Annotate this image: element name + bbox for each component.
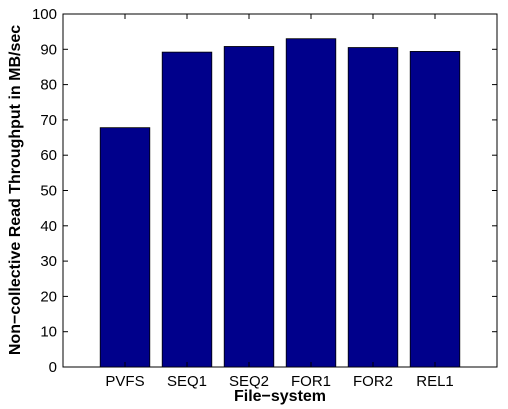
x-axis-title: File−system (234, 388, 326, 405)
y-axis-title: Non−collective Read Throughput in MB/sec (7, 25, 24, 355)
y-tick-label: 30 (40, 253, 57, 270)
y-tick-label: 10 (40, 324, 57, 341)
x-tick-label-for1: FOR1 (291, 373, 331, 390)
bar-seq1 (161, 51, 213, 368)
x-tick-label-for2: FOR2 (353, 373, 393, 390)
y-tick-label: 70 (40, 112, 57, 129)
bar-pvfs (99, 127, 151, 368)
bars-group (99, 38, 461, 368)
y-tick-label: 50 (40, 183, 57, 200)
y-tick-label: 40 (40, 218, 57, 235)
bar-for1 (285, 38, 337, 368)
bar-seq2 (223, 46, 275, 368)
y-tick-label: 100 (32, 6, 57, 23)
y-tick-label: 90 (40, 41, 57, 58)
y-axis: 0 10 20 30 40 50 60 70 80 90 100 (32, 6, 497, 376)
y-tick-label: 80 (40, 77, 57, 94)
x-tick-label-rel1: REL1 (416, 373, 454, 390)
bar-rel1 (409, 51, 461, 368)
x-tick-label-pvfs: PVFS (105, 373, 144, 390)
y-tick-label: 0 (49, 359, 57, 376)
x-tick-label-seq1: SEQ1 (167, 373, 207, 390)
x-axis: PVFS SEQ1 SEQ2 FOR1 FOR2 REL1 (105, 14, 454, 390)
bar-for2 (347, 47, 399, 368)
y-tick-label: 60 (40, 147, 57, 164)
y-tick-label: 20 (40, 288, 57, 305)
x-tick-label-seq2: SEQ2 (229, 373, 269, 390)
